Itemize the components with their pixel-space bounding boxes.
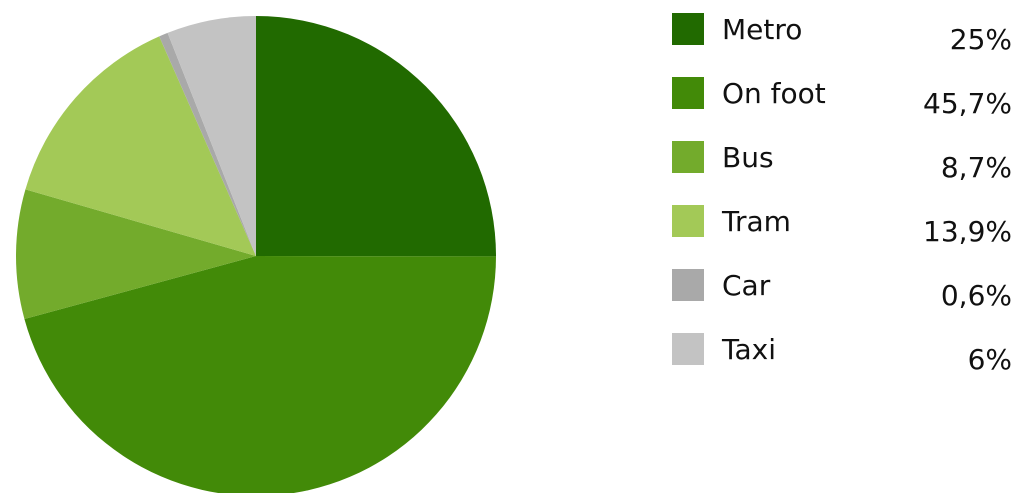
legend-label: Bus <box>722 141 774 174</box>
legend: Metro 25% On foot 45,7% Bus 8,7% Tram 13… <box>672 10 1012 394</box>
legend-swatch <box>672 269 704 301</box>
legend-value: 13,9% <box>923 215 1012 248</box>
legend-value: 0,6% <box>940 279 1012 312</box>
legend-swatch <box>672 333 704 365</box>
legend-swatch <box>672 77 704 109</box>
legend-item: Tram 13,9% <box>672 202 1012 266</box>
legend-value: 45,7% <box>923 87 1012 120</box>
legend-value: 6% <box>967 343 1012 376</box>
pie-slice-on-foot <box>24 256 496 493</box>
pie-slice-metro <box>256 16 496 257</box>
pie-slice-taxi <box>167 16 256 256</box>
legend-swatch <box>672 13 704 45</box>
legend-label: Taxi <box>722 333 776 366</box>
pie-chart <box>15 16 496 493</box>
legend-label: Car <box>722 269 771 302</box>
legend-item: Bus 8,7% <box>672 138 1012 202</box>
legend-label: On foot <box>722 77 826 110</box>
legend-value: 8,7% <box>940 151 1012 184</box>
legend-label: Metro <box>722 13 803 46</box>
legend-item: Metro 25% <box>672 10 1012 74</box>
legend-item: Taxi 6% <box>672 330 1012 394</box>
legend-swatch <box>672 205 704 237</box>
pie-slice-car <box>159 32 256 257</box>
legend-item: On foot 45,7% <box>672 74 1012 138</box>
legend-item: Car 0,6% <box>672 266 1012 330</box>
legend-swatch <box>672 141 704 173</box>
pie-slice-bus <box>15 189 256 320</box>
legend-value: 25% <box>949 23 1012 56</box>
pie-slice-tram <box>25 36 256 256</box>
legend-label: Tram <box>722 205 791 238</box>
